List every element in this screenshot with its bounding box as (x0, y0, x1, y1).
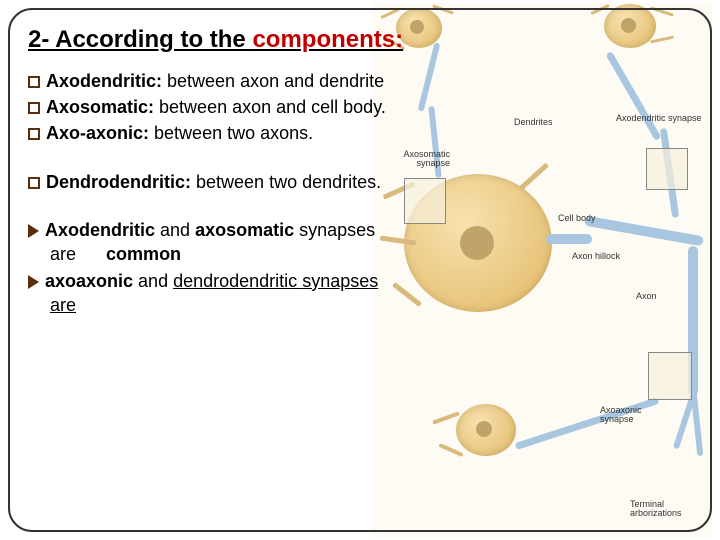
t3: dendrodendritic (173, 271, 297, 291)
bullet-axodendritic: Axodendritic: between axon and dendrite (28, 69, 388, 93)
bullet-dendrodendritic: Dendrodendritic: between two dendrites. (28, 170, 388, 194)
arrow-rare: axoaxonic and dendrodendritic synapses a… (28, 269, 388, 318)
slide-frame: 2- According to the components: Axodendr… (8, 8, 712, 532)
term: Dendrodendritic: (46, 172, 191, 192)
title-prefix: 2- According to the (28, 26, 252, 53)
title-accent: components: (252, 26, 403, 53)
square-bullet-icon (28, 76, 40, 88)
t3: axosomatic (195, 220, 294, 240)
t2: and (133, 271, 173, 291)
desc: between two dendrites. (191, 172, 381, 192)
bullet-axoaxonic: Axo-axonic: between two axons. (28, 121, 388, 145)
t1: axoaxonic (45, 271, 133, 291)
t2: and (155, 220, 195, 240)
square-bullet-icon (28, 128, 40, 140)
content-column: Axodendritic: between axon and dendrite … (28, 69, 388, 317)
bullet-axosomatic: Axosomatic: between axon and cell body. (28, 95, 388, 119)
arrow-bullet-icon (28, 224, 39, 238)
desc: between two axons. (149, 123, 313, 143)
arrow-bullet-icon (28, 275, 39, 289)
t5: common (106, 244, 181, 264)
term: Axodendritic: (46, 71, 162, 91)
desc: between axon and cell body. (154, 97, 386, 117)
slide-title: 2- According to the components: (28, 26, 692, 55)
square-bullet-icon (28, 102, 40, 114)
desc: between axon and dendrite (162, 71, 384, 91)
arrow-common: Axodendritic and axosomatic synapses are… (28, 218, 388, 267)
term: Axosomatic: (46, 97, 154, 117)
square-bullet-icon (28, 177, 40, 189)
t1: Axodendritic (45, 220, 155, 240)
term: Axo-axonic: (46, 123, 149, 143)
